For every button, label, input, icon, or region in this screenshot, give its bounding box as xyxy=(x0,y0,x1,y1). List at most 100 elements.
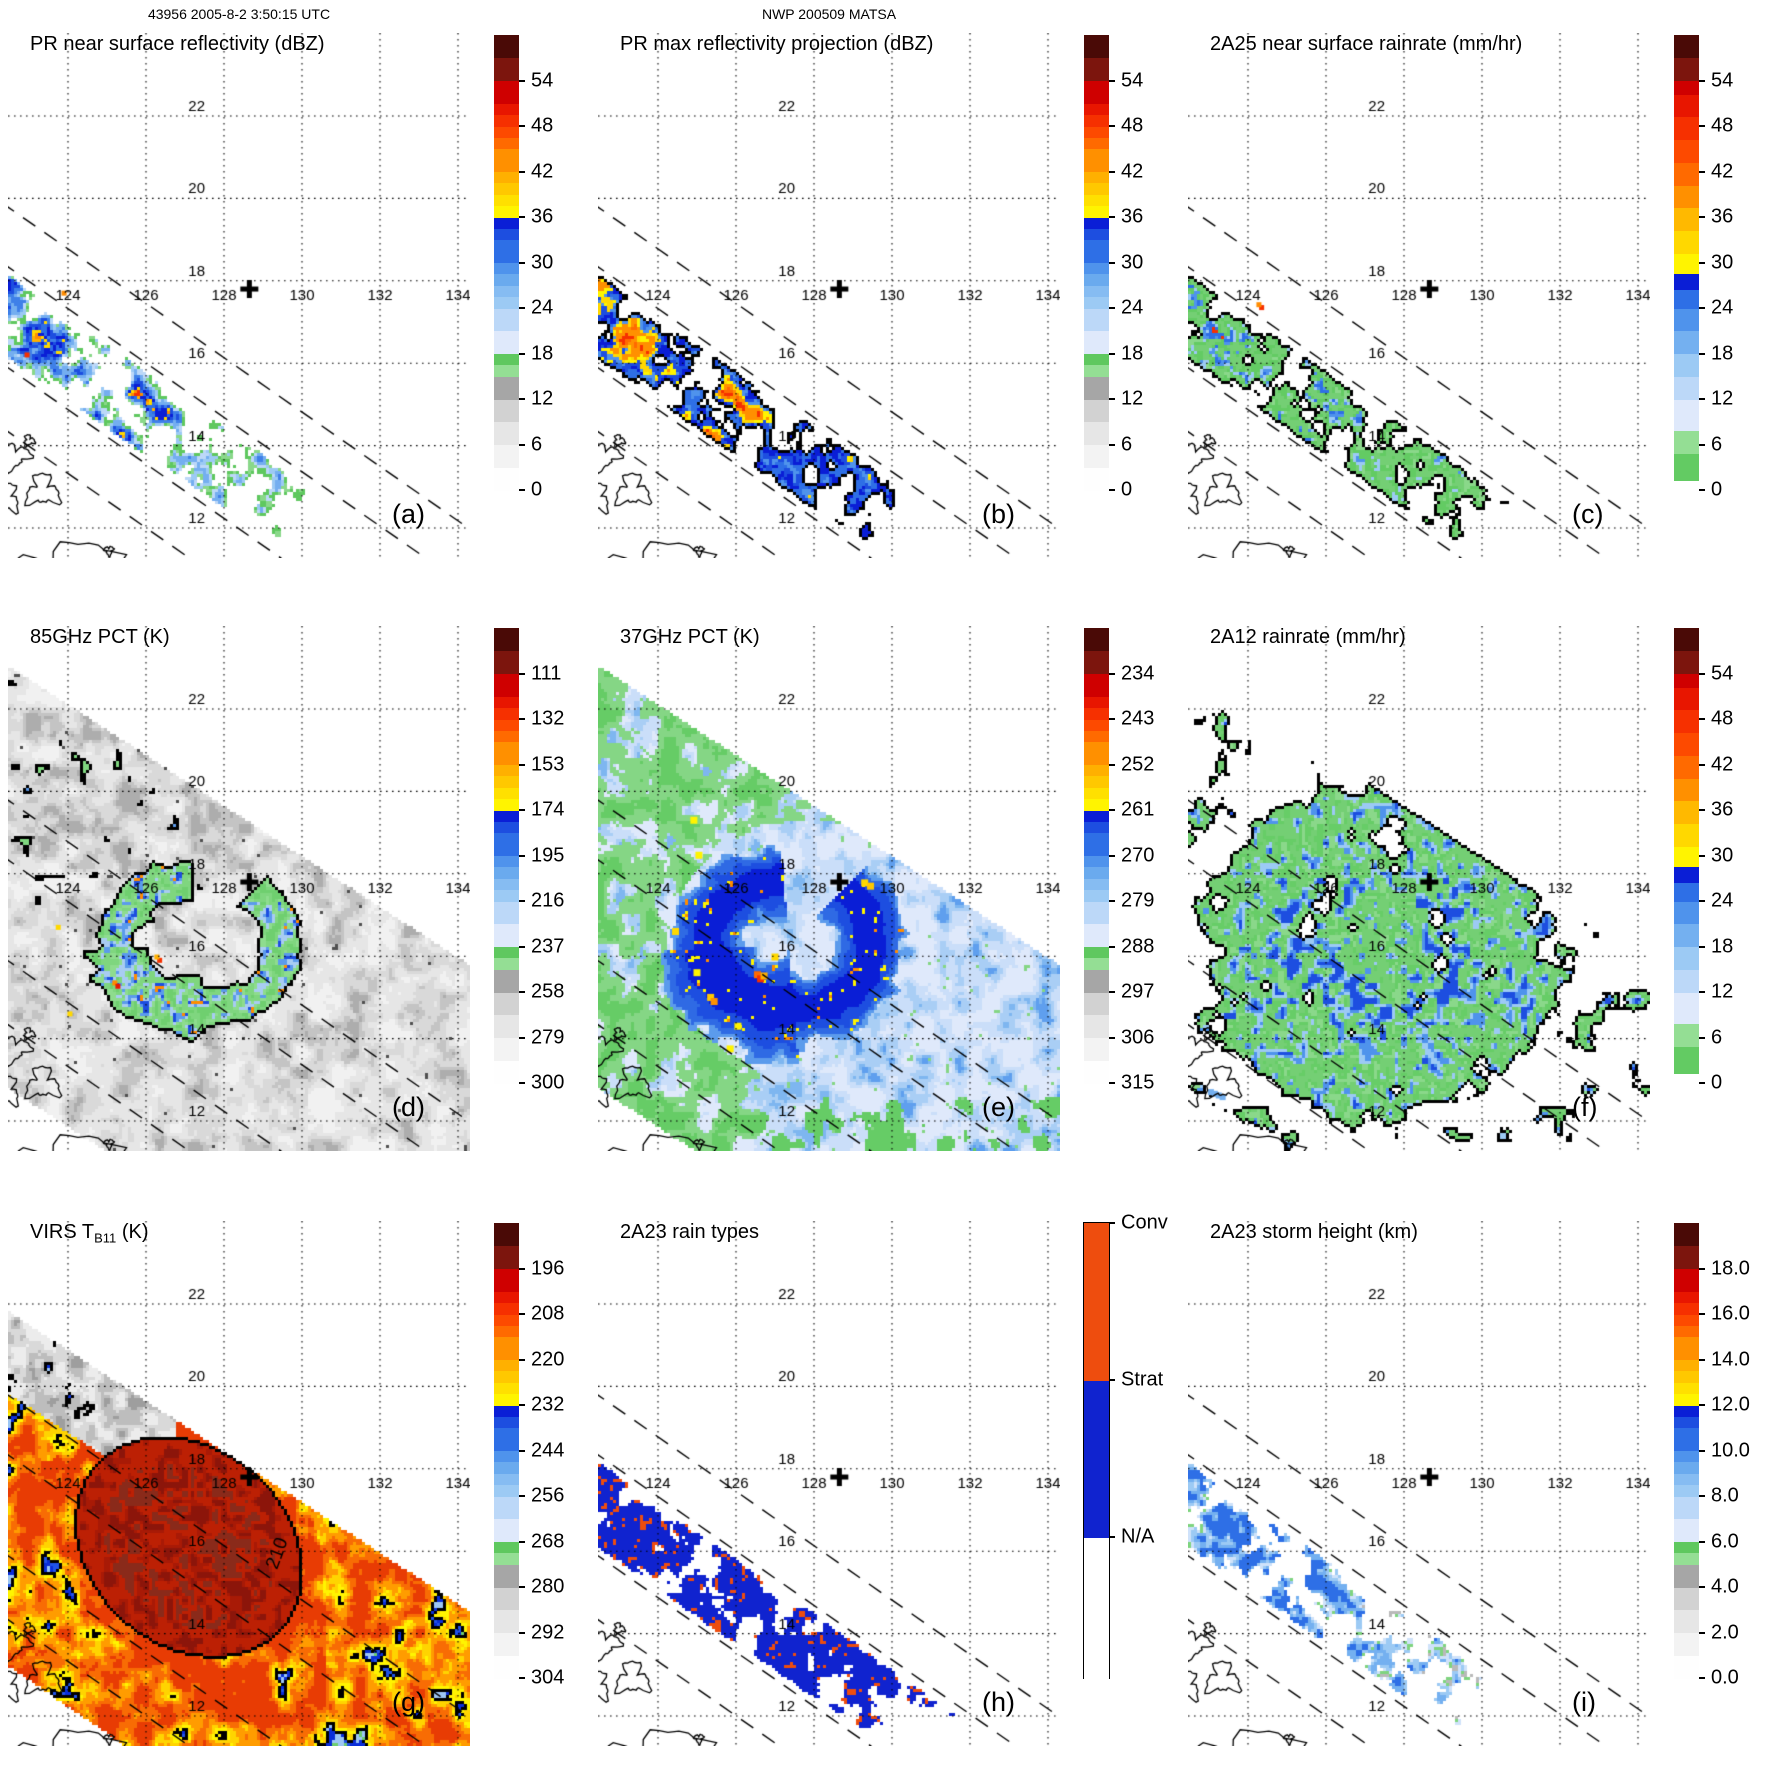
colorbar-gradient xyxy=(1083,1222,1110,1679)
colorbar-segment xyxy=(1674,1268,1699,1292)
colorbar-segment xyxy=(494,1037,519,1061)
colorbar-segment xyxy=(494,775,519,788)
colorbar-tick xyxy=(1109,1082,1115,1084)
colorbar-tick xyxy=(1109,763,1115,766)
colorbar-segment xyxy=(1084,308,1109,332)
colorbar-tick-label: 306 xyxy=(1121,1026,1155,1048)
colorbar-segment xyxy=(1084,650,1109,675)
colorbar-segment xyxy=(1674,866,1699,884)
colorbar-segment xyxy=(494,1484,519,1497)
colorbar-segment xyxy=(494,205,519,218)
colorbar-tick-label: 12.0 xyxy=(1711,1393,1750,1416)
colorbar-tick xyxy=(519,718,525,720)
colorbar-segment xyxy=(494,1632,519,1656)
colorbar-segment xyxy=(1674,308,1699,332)
colorbar-tick-label: 0.0 xyxy=(1711,1666,1739,1689)
colorbar-tick xyxy=(1699,1540,1705,1543)
colorbar-tick-label: 234 xyxy=(1121,662,1155,684)
colorbar-segment xyxy=(494,946,519,959)
colorbar-tick-label: 256 xyxy=(531,1484,565,1507)
colorbar-segment xyxy=(494,80,519,104)
colorbar-segment xyxy=(494,467,519,491)
colorbar-tick xyxy=(1699,809,1705,811)
colorbar-tick-label: 54 xyxy=(531,69,554,91)
colorbar-segment xyxy=(494,730,519,743)
colorbar-tick xyxy=(519,1677,525,1679)
colorbar-tick xyxy=(1109,854,1115,857)
colorbar-segment xyxy=(494,1552,519,1565)
panel-title-main: 85GHz PCT (K) xyxy=(30,626,170,648)
panel-i: 2A23 storm height (km) (i) 18.0 16.0 14.0 1… xyxy=(1188,1221,1768,1756)
colorbar-tick xyxy=(1699,307,1705,309)
colorbar-tick-label: 16.0 xyxy=(1711,1302,1750,1325)
colorbar-gradient xyxy=(1674,628,1699,1084)
colorbar-segment xyxy=(1084,969,1109,993)
colorbar-segment xyxy=(494,1268,519,1292)
map-canvas-i xyxy=(1188,1221,1650,1746)
colorbar-segment xyxy=(1674,330,1699,355)
colorbar-tick-label: 195 xyxy=(531,844,565,866)
colorbar-tick xyxy=(1699,79,1705,82)
colorbar-gradient xyxy=(1674,35,1699,491)
colorbar-segment xyxy=(494,296,519,309)
colorbar-tick-label: 6 xyxy=(1711,1026,1723,1048)
colorbar-tick-label: 288 xyxy=(1121,935,1155,957)
colorbar-segment xyxy=(494,182,519,195)
colorbar-segment xyxy=(1084,296,1109,309)
colorbar-tick xyxy=(1699,1267,1705,1270)
colorbar-segment xyxy=(1674,1564,1699,1588)
panel-e: 37GHz PCT (K) (e) 234 243 252 261 270 279 288 2… xyxy=(598,626,1178,1161)
colorbar-segment xyxy=(494,1609,519,1634)
colorbar-segment xyxy=(1674,1370,1699,1383)
panel-title-suffix: (K) xyxy=(116,1221,149,1243)
colorbar-segment xyxy=(1674,1450,1699,1463)
colorbar-segment xyxy=(1084,821,1109,834)
colorbar-segment xyxy=(1674,628,1699,652)
colorbar-tick-label: 36 xyxy=(1711,798,1734,821)
colorbar-tick-label: Conv xyxy=(1121,1211,1168,1234)
colorbar-segment xyxy=(1084,866,1109,879)
colorbar-tick-label: 6 xyxy=(1711,433,1723,455)
colorbar-tick-label: 8.0 xyxy=(1711,1484,1739,1507)
colorbar-tick-label: 12 xyxy=(1711,387,1734,410)
colorbar-tick-label: 0 xyxy=(1121,478,1133,501)
colorbar-tick-label: 18 xyxy=(1121,342,1144,364)
colorbar-segment xyxy=(494,1655,519,1679)
colorbar-tick xyxy=(519,1313,525,1315)
colorbar-segment xyxy=(494,1587,519,1611)
panel-letter: (g) xyxy=(392,1687,425,1717)
colorbar-tick xyxy=(519,125,525,127)
colorbar-tick xyxy=(1699,1449,1705,1452)
colorbar-tick-label: 12 xyxy=(531,387,554,410)
colorbar-tick xyxy=(1109,945,1115,948)
colorbar-segment xyxy=(1084,399,1109,423)
colorbar-segment xyxy=(1084,262,1109,275)
panel-title-main: PR max reflectivity projection (dBZ) xyxy=(620,33,934,55)
colorbar-segment xyxy=(1674,923,1699,948)
colorbar-segment xyxy=(1674,139,1699,163)
colorbar-segment xyxy=(1674,1223,1699,1247)
colorbar-tick xyxy=(1109,79,1115,82)
colorbar-tick-label: 244 xyxy=(531,1439,565,1461)
colorbar-segment xyxy=(1674,1541,1699,1554)
panel-title: 2A12 rainrate (mm/hr) xyxy=(1210,626,1406,651)
colorbar-tick xyxy=(1109,443,1115,446)
colorbar-segment xyxy=(494,1473,519,1486)
colorbar-segment xyxy=(494,901,519,925)
colorbar-segment xyxy=(1084,421,1109,446)
colorbar-segment xyxy=(494,114,519,127)
panel-f: 2A12 rainrate (mm/hr) (f) 54 48 42 36 30 24 18… xyxy=(1188,626,1768,1161)
colorbar-tick-label: 111 xyxy=(531,662,562,684)
colorbar-tick-label: 6.0 xyxy=(1711,1530,1739,1552)
panel-title-main: 2A12 rainrate (mm/hr) xyxy=(1210,626,1406,648)
colorbar-segment xyxy=(494,798,519,811)
colorbar-segment xyxy=(1674,353,1699,377)
colorbar-tick-label: 54 xyxy=(1711,662,1734,684)
colorbar-segment xyxy=(494,810,519,822)
colorbar-segment xyxy=(1084,444,1109,468)
panel-title-main: 37GHz PCT (K) xyxy=(620,626,760,648)
colorbar-segment xyxy=(494,628,519,652)
colorbar-segment xyxy=(1084,775,1109,788)
colorbar-segment xyxy=(494,330,519,355)
colorbar-segment xyxy=(1674,1245,1699,1270)
